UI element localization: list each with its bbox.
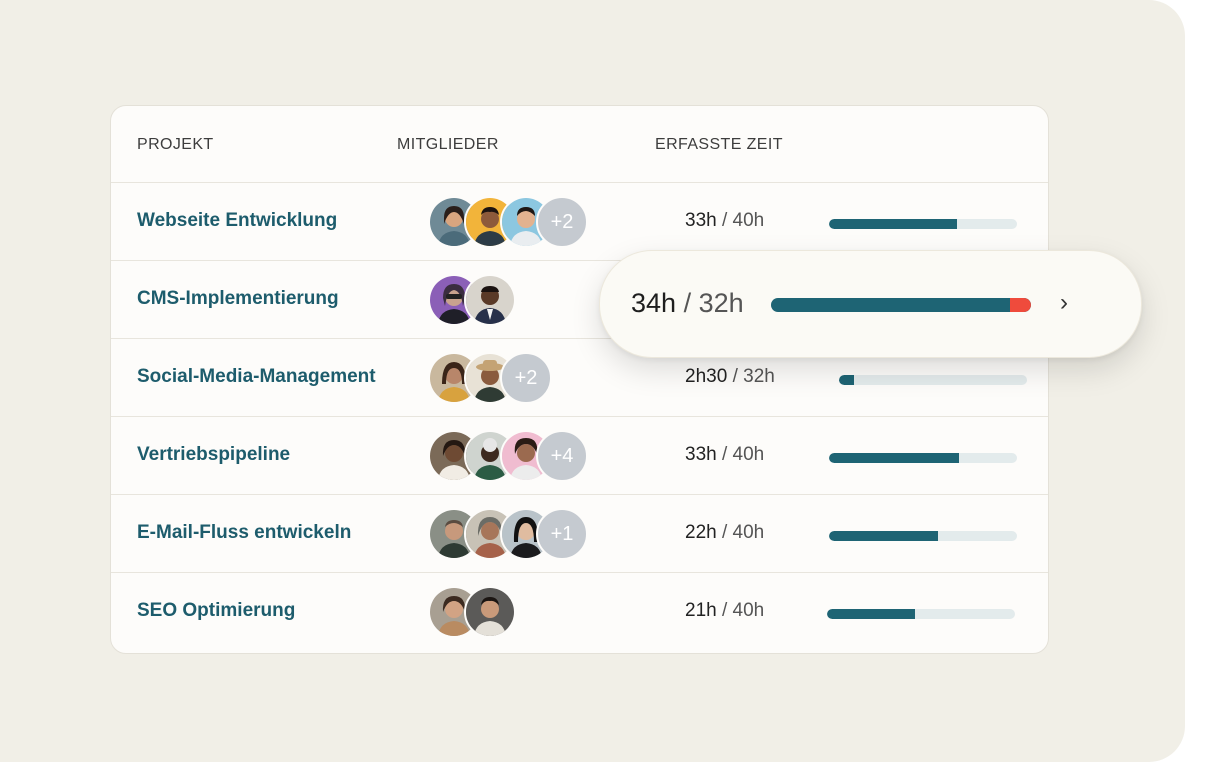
- table-row[interactable]: E-Mail-Fluss entwickeln +1 22h / 40h: [111, 494, 1048, 573]
- table-row[interactable]: Social-Media-Management +2 2h30 / 32h: [111, 338, 1048, 417]
- header-project: PROJEKT: [137, 136, 214, 153]
- time-value: 33h: [685, 210, 717, 231]
- time-separator: /: [721, 210, 728, 231]
- time-progress-bar: [829, 453, 1017, 463]
- project-link[interactable]: SEO Optimierung: [137, 600, 296, 621]
- avatar: [464, 274, 516, 326]
- time-total: 40h: [732, 444, 765, 465]
- time-separator: /: [721, 444, 728, 465]
- popup-time-logged: 34h: [631, 288, 677, 318]
- time-value: 21h: [685, 600, 717, 621]
- project-link[interactable]: Social-Media-Management: [137, 366, 376, 387]
- more-members-badge[interactable]: +2: [536, 196, 588, 248]
- header-time: ERFASSTE ZEIT: [655, 136, 783, 153]
- progress-fill: [829, 453, 959, 463]
- time-total: 40h: [732, 210, 765, 231]
- project-link[interactable]: Webseite Entwicklung: [137, 210, 338, 231]
- time-progress-bar: [839, 375, 1027, 385]
- popup-separator: /: [683, 288, 692, 318]
- table-row[interactable]: Webseite Entwicklung +2 33h / 40h: [111, 182, 1048, 261]
- time-progress-bar: [829, 219, 1017, 229]
- table-row[interactable]: CMS-Implementierung 34h / 32h: [111, 260, 1048, 339]
- progress-fill: [829, 219, 957, 229]
- popup-progress-bar: [771, 298, 1031, 312]
- time-logged: 33h / 40h: [685, 210, 764, 232]
- table-row[interactable]: SEO Optimierung 21h / 40h: [111, 572, 1048, 651]
- time-logged: 2h30 / 32h: [685, 366, 775, 388]
- time-progress-bar: [829, 531, 1017, 541]
- more-members-badge[interactable]: +2: [500, 352, 552, 404]
- time-separator: /: [721, 600, 728, 621]
- chevron-right-icon[interactable]: ›: [1060, 289, 1068, 316]
- project-link[interactable]: Vertriebspipeline: [137, 444, 291, 465]
- header-members: MITGLIEDER: [397, 136, 499, 153]
- time-total: 32h: [743, 366, 775, 387]
- progress-fill: [829, 531, 939, 541]
- time-detail-popup[interactable]: 34h / 32h ›: [599, 250, 1142, 358]
- time-logged: 21h / 40h: [685, 600, 764, 622]
- time-value: 22h: [685, 522, 717, 543]
- progress-fill: [839, 375, 855, 385]
- time-logged: 33h / 40h: [685, 444, 764, 466]
- time-value: 2h30: [685, 366, 728, 387]
- table-row[interactable]: Vertriebspipeline +4 33h / 40h: [111, 416, 1048, 495]
- time-separator: /: [721, 522, 728, 543]
- popup-time-total: 32h: [698, 288, 744, 318]
- time-total: 40h: [732, 600, 765, 621]
- overtime-segment: [1010, 298, 1031, 312]
- more-members-badge[interactable]: +1: [536, 508, 588, 560]
- more-members-badge[interactable]: +4: [536, 430, 588, 482]
- avatar: [464, 586, 516, 638]
- project-link[interactable]: E-Mail-Fluss entwickeln: [137, 522, 352, 543]
- project-link[interactable]: CMS-Implementierung: [137, 288, 339, 309]
- time-total: 40h: [732, 522, 765, 543]
- time-value: 33h: [685, 444, 717, 465]
- projects-table: PROJEKT MITGLIEDER ERFASSTE ZEIT Webseit…: [110, 105, 1049, 654]
- time-separator: /: [732, 366, 738, 387]
- progress-fill: [827, 609, 916, 619]
- table-header: PROJEKT MITGLIEDER ERFASSTE ZEIT: [111, 106, 1048, 182]
- time-logged: 22h / 40h: [685, 522, 764, 544]
- popup-time: 34h / 32h: [631, 288, 744, 319]
- time-progress-bar: [827, 609, 1015, 619]
